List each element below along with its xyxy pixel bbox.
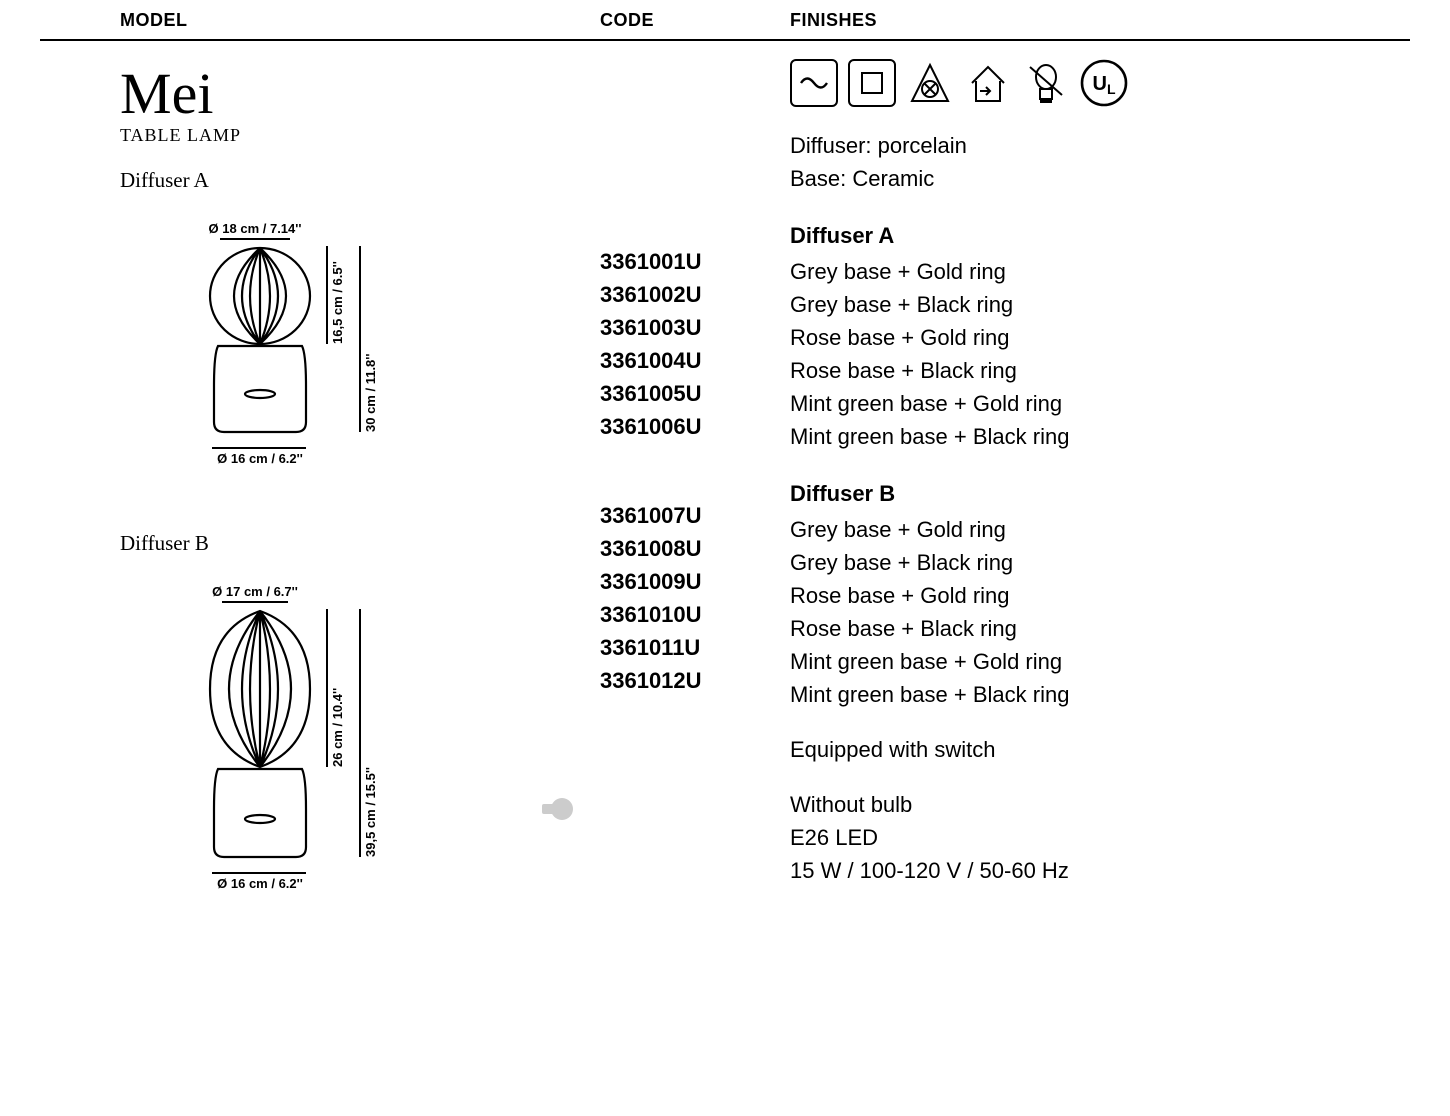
fin-b-1: Grey base + Black ring (790, 546, 1410, 579)
fin-a-3: Rose base + Black ring (790, 354, 1410, 387)
note-switch: Equipped with switch (790, 733, 1410, 766)
dim-b-top: Ø 17 cm / 6.7'' (200, 584, 310, 599)
diffuser-a-diagram: Ø 18 cm / 7.14'' (200, 221, 600, 501)
code-a-3: 3361004U (600, 344, 790, 377)
svg-text:UL: UL (1092, 73, 1115, 97)
code-a-1: 3361002U (600, 278, 790, 311)
dim-a-bottom: Ø 16 cm / 6.2'' (200, 451, 320, 466)
code-b-1: 3361008U (600, 532, 790, 565)
diffuser-a-label: Diffuser A (120, 168, 600, 193)
fin-b-4: Mint green base + Gold ring (790, 645, 1410, 678)
code-b-3: 3361010U (600, 598, 790, 631)
table-header: MODEL CODE FINISHES (40, 0, 1410, 41)
header-code: CODE (600, 10, 790, 31)
certification-row: UL (790, 59, 1410, 107)
code-a-5: 3361006U (600, 410, 790, 443)
dim-b-total: 39,5 cm / 15.5'' (363, 609, 378, 857)
header-model: MODEL (120, 10, 600, 31)
fin-a-0: Grey base + Gold ring (790, 255, 1410, 288)
diffuser-b-heading: Diffuser B (790, 481, 1410, 507)
code-a-0: 3361001U (600, 245, 790, 278)
code-b-4: 3361011U (600, 631, 790, 664)
lamp-a-svg (200, 246, 320, 436)
product-name: Mei (120, 65, 600, 123)
product-subtitle: TABLE LAMP (120, 125, 600, 146)
ul-icon: UL (1080, 59, 1128, 107)
dim-a-total: 30 cm / 11.8'' (363, 246, 378, 432)
material-base: Base: Ceramic (790, 162, 1410, 195)
fin-a-1: Grey base + Black ring (790, 288, 1410, 321)
indoor-icon (964, 59, 1012, 107)
header-finishes: FINISHES (790, 10, 1410, 31)
code-b-0: 3361007U (600, 499, 790, 532)
luminaire-icon (906, 59, 954, 107)
code-b-5: 3361012U (600, 664, 790, 697)
materials-block: Diffuser: porcelain Base: Ceramic (790, 129, 1410, 195)
code-b-2: 3361009U (600, 565, 790, 598)
fin-b-0: Grey base + Gold ring (790, 513, 1410, 546)
fin-b-5: Mint green base + Black ring (790, 678, 1410, 711)
dim-a-top: Ø 18 cm / 7.14'' (200, 221, 310, 236)
lamp-b-svg (200, 609, 320, 861)
class2-icon (848, 59, 896, 107)
replaceable-icon (1022, 59, 1070, 107)
fin-a-2: Rose base + Gold ring (790, 321, 1410, 354)
diffuser-b-label: Diffuser B (120, 531, 600, 556)
code-a-4: 3361005U (600, 377, 790, 410)
diffuser-a-heading: Diffuser A (790, 223, 1410, 249)
diffuser-b-diagram: Ø 17 cm / 6.7'' (200, 584, 600, 924)
dim-b-upper: 26 cm / 10.4'' (330, 609, 345, 767)
material-diffuser: Diffuser: porcelain (790, 129, 1410, 162)
code-a-2: 3361003U (600, 311, 790, 344)
bulb-icon (540, 797, 574, 826)
note-bulb3: 15 W / 100-120 V / 50-60 Hz (790, 854, 1410, 887)
note-bulb1: Without bulb (790, 788, 1410, 821)
note-bulb2: E26 LED (790, 821, 1410, 854)
dim-b-bottom: Ø 16 cm / 6.2'' (200, 876, 320, 891)
fin-a-4: Mint green base + Gold ring (790, 387, 1410, 420)
fin-b-3: Rose base + Black ring (790, 612, 1410, 645)
dim-a-upper: 16,5 cm / 6.5'' (330, 246, 345, 344)
ac-icon (790, 59, 838, 107)
fin-b-2: Rose base + Gold ring (790, 579, 1410, 612)
fin-a-5: Mint green base + Black ring (790, 420, 1410, 453)
